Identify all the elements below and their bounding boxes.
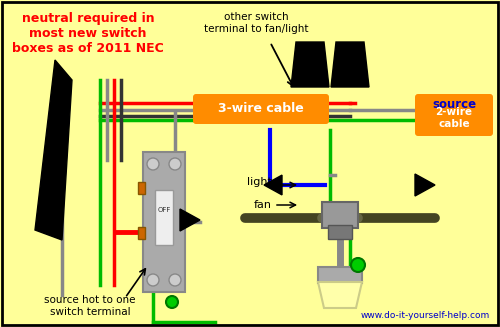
Circle shape	[169, 158, 181, 170]
Text: www.do-it-yourself-help.com: www.do-it-yourself-help.com	[361, 311, 490, 320]
Text: 3-wire cable: 3-wire cable	[218, 102, 304, 115]
Polygon shape	[180, 209, 200, 231]
Bar	[155, 190, 173, 245]
Bar	[328, 225, 352, 239]
Bar	[143, 152, 185, 292]
Polygon shape	[291, 42, 329, 87]
Bar	[138, 182, 145, 194]
Circle shape	[166, 296, 178, 308]
Polygon shape	[318, 282, 362, 308]
Polygon shape	[415, 174, 435, 196]
Text: light: light	[247, 177, 272, 187]
Polygon shape	[35, 60, 72, 240]
FancyBboxPatch shape	[415, 94, 493, 136]
Bar	[138, 227, 145, 239]
Bar	[318, 267, 362, 283]
Circle shape	[147, 158, 159, 170]
Text: OFF: OFF	[158, 207, 170, 213]
Circle shape	[147, 274, 159, 286]
FancyBboxPatch shape	[193, 94, 329, 124]
Text: source: source	[432, 97, 476, 111]
Polygon shape	[331, 42, 369, 87]
Text: source hot to one
switch terminal: source hot to one switch terminal	[44, 295, 136, 317]
Polygon shape	[264, 175, 282, 195]
Bar	[322, 202, 358, 228]
Text: neutral required in
most new switch
boxes as of 2011 NEC: neutral required in most new switch boxe…	[12, 12, 164, 55]
Text: 2-wire
cable: 2-wire cable	[436, 107, 472, 129]
Circle shape	[351, 258, 365, 272]
Circle shape	[169, 274, 181, 286]
Text: other switch
terminal to fan/light: other switch terminal to fan/light	[204, 12, 308, 34]
Text: fan: fan	[254, 200, 272, 210]
